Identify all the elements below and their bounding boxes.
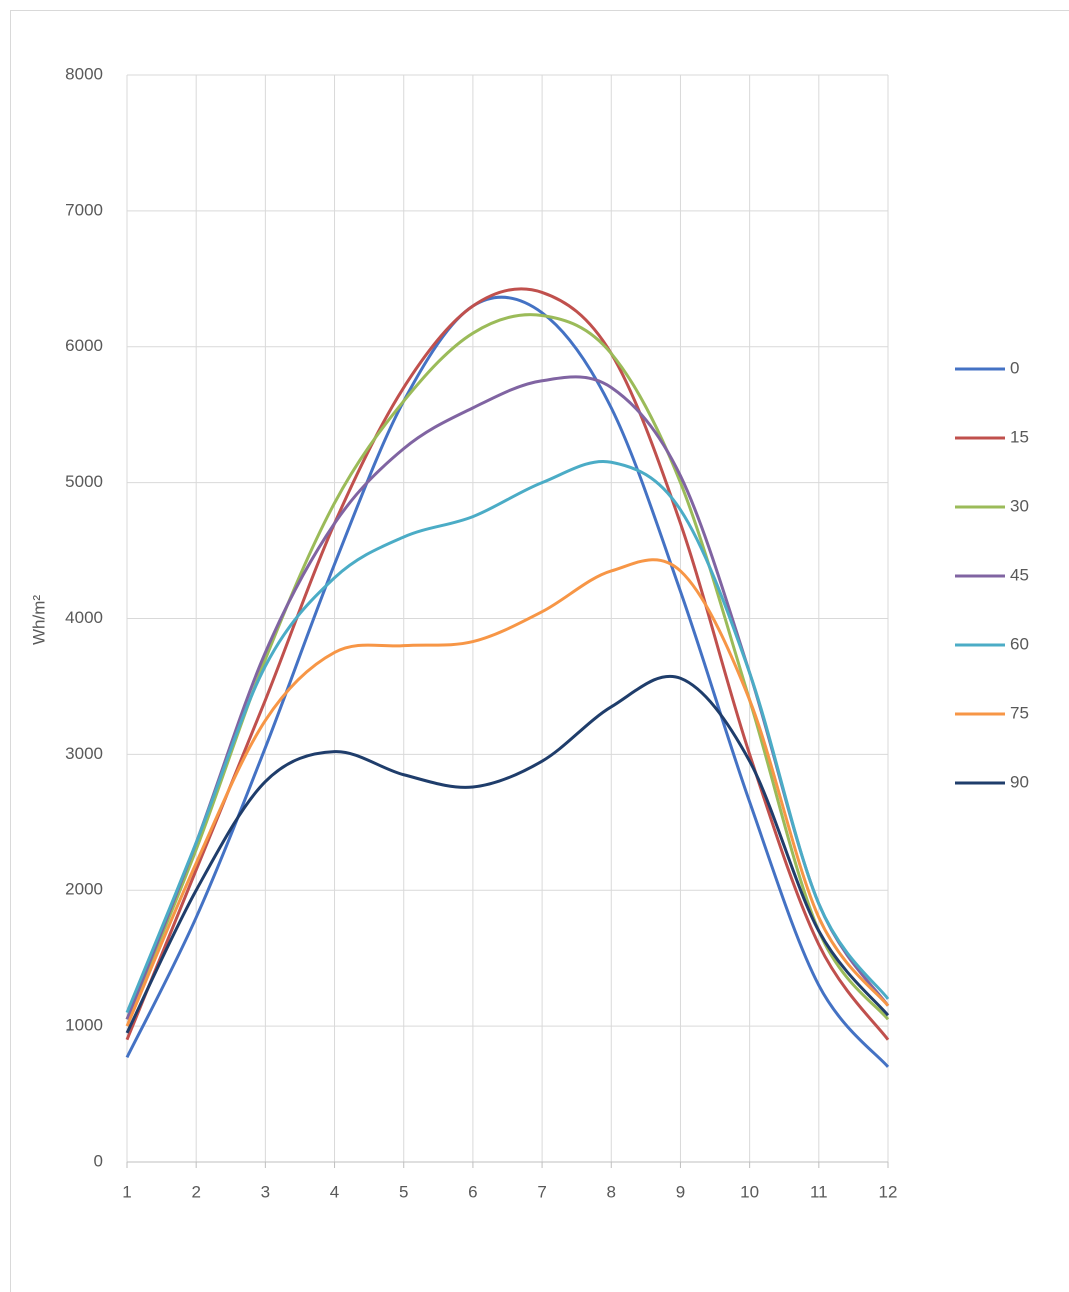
x-tick-label: 9 [676, 1182, 685, 1201]
series-line [125, 459, 890, 1014]
x-tick-label: 3 [261, 1182, 270, 1201]
legend-label: 30 [1010, 496, 1029, 515]
y-tick-label: 3000 [65, 744, 103, 763]
y-tick-label: 5000 [65, 472, 103, 491]
y-tick-label: 4000 [65, 608, 103, 627]
x-tick-label: 5 [399, 1182, 408, 1201]
legend-label: 45 [1010, 565, 1029, 584]
y-tick-label: 1000 [65, 1016, 103, 1035]
series-line [125, 375, 890, 1020]
chart-frame [10, 10, 1069, 1292]
y-axis-title: Wh/m² [29, 595, 48, 645]
series-line [125, 558, 890, 1027]
x-tick-label: 11 [810, 1182, 828, 1201]
legend-label: 60 [1010, 634, 1029, 653]
x-tick-label: 4 [330, 1182, 339, 1201]
y-tick-label: 0 [94, 1151, 103, 1170]
legend-label: 90 [1010, 772, 1029, 791]
x-tick-label: 12 [879, 1182, 898, 1201]
x-tick-label: 1 [122, 1182, 131, 1201]
x-tick-label: 8 [607, 1182, 616, 1201]
x-tick-label: 6 [468, 1182, 477, 1201]
y-tick-label: 2000 [65, 880, 103, 899]
y-tick-label: 8000 [65, 64, 103, 83]
series-line [125, 287, 890, 1041]
legend-label: 75 [1010, 703, 1029, 722]
x-tick-label: 7 [537, 1182, 546, 1201]
legend-label: 0 [1010, 358, 1019, 377]
x-tick-label: 10 [740, 1182, 759, 1201]
y-tick-label: 7000 [65, 200, 103, 219]
legend-label: 15 [1010, 427, 1029, 446]
series-line [125, 295, 890, 1068]
series-line [125, 674, 890, 1034]
x-tick-label: 2 [191, 1182, 200, 1201]
series-line [125, 313, 890, 1021]
y-tick-label: 6000 [65, 336, 103, 355]
